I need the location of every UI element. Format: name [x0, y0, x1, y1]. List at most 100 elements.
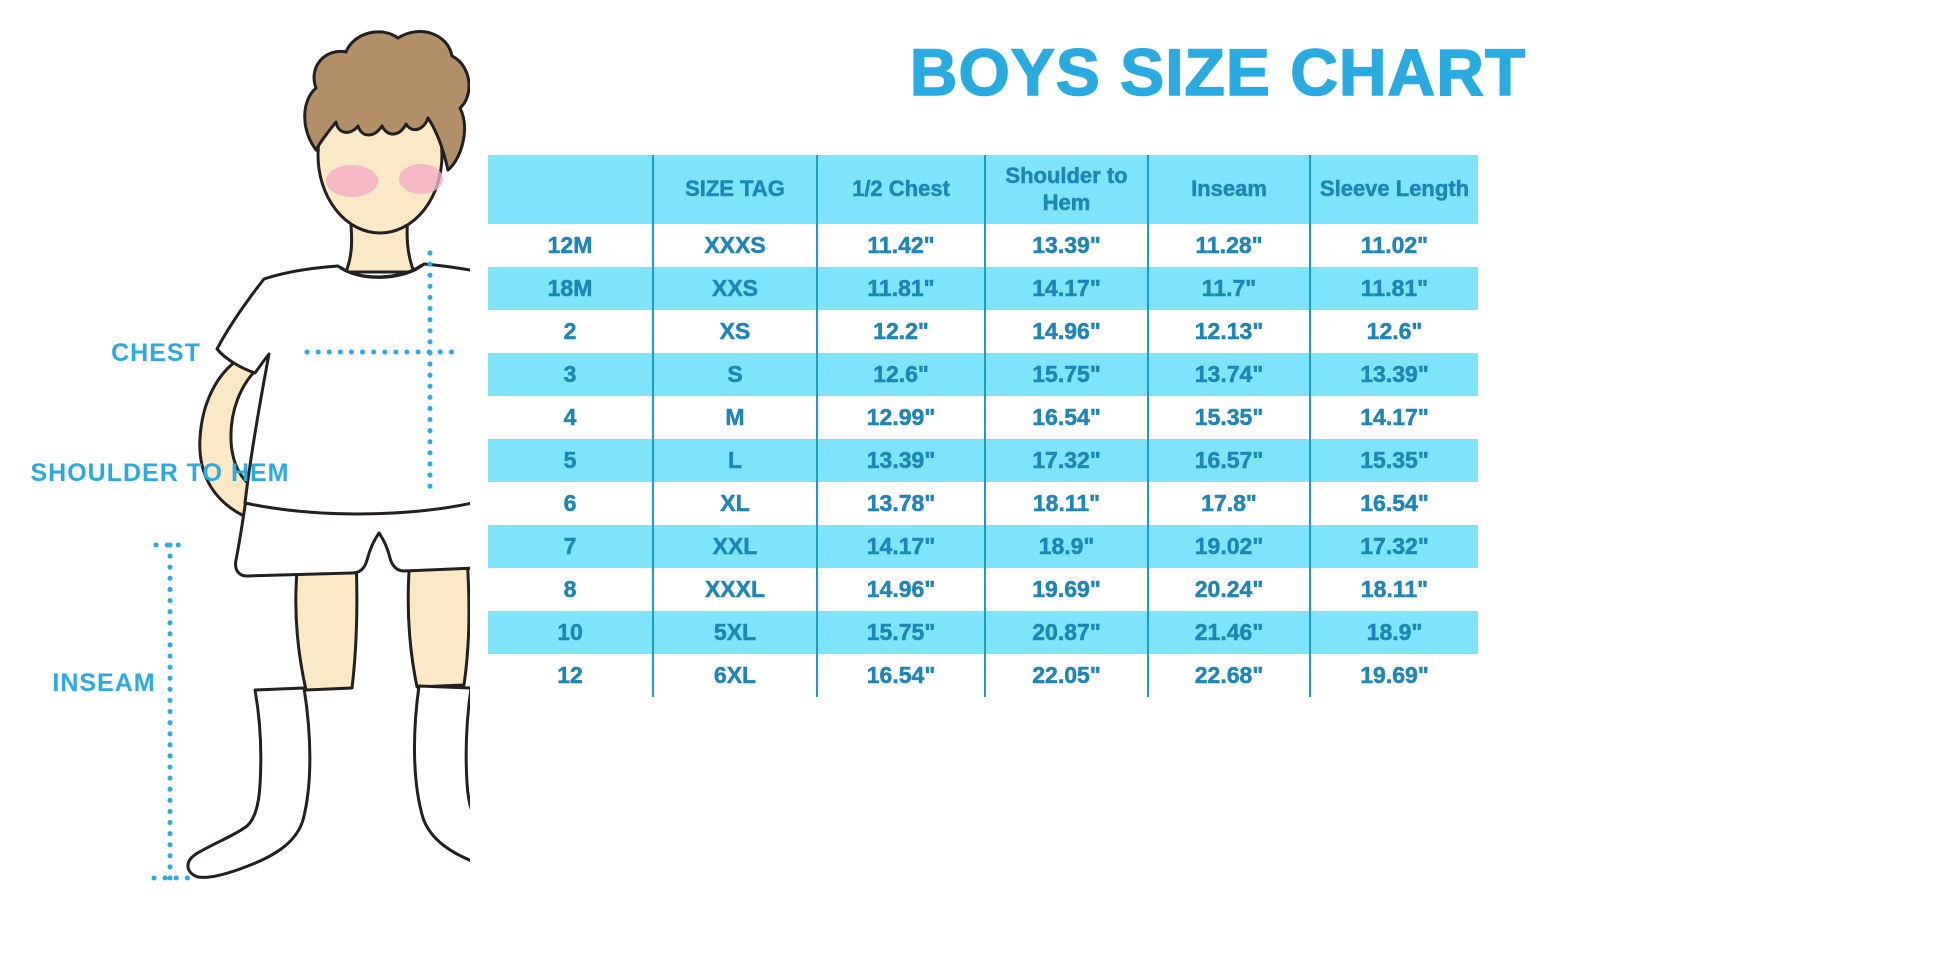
value-cell: 13.39" — [1309, 353, 1478, 396]
size-cell: 8 — [563, 576, 577, 603]
value-cell: 15.35" — [1147, 396, 1310, 439]
value-cell: 12.99" — [816, 396, 985, 439]
table-row: 6 XL 13.78" 18.11" 17.8" 16.54" — [488, 482, 1478, 525]
value-cell: 14.17" — [816, 525, 985, 568]
value-cell: 16.54" — [1309, 482, 1478, 525]
value-cell: 15.75" — [816, 611, 985, 654]
size-cell: 10 — [557, 619, 583, 646]
table-row: 12 6XL 16.54" 22.05" 22.68" 19.69" — [488, 654, 1478, 697]
value-cell: 19.69" — [1309, 654, 1478, 697]
value-cell: 12.6" — [816, 353, 985, 396]
inseam-label: INSEAM — [52, 669, 155, 697]
value-cell: XS — [652, 310, 817, 353]
size-cell: 12M — [547, 232, 593, 259]
inseam-measure-line — [151, 542, 194, 881]
value-cell: L — [652, 439, 817, 482]
column-header: SIZE TAG — [652, 155, 817, 224]
value-cell: 22.68" — [1147, 654, 1310, 697]
t-shirt — [215, 262, 470, 516]
left-sock — [186, 686, 312, 879]
value-cell: 17.32" — [984, 439, 1148, 482]
value-cell: XXS — [652, 267, 817, 310]
column-header: 1/2 Chest — [816, 155, 985, 224]
column-header: Inseam — [1147, 155, 1310, 224]
table-row: 18M XXS 11.81" 14.17" 11.7" 11.81" — [488, 267, 1478, 310]
size-cell: 4 — [563, 404, 577, 431]
value-cell: XXL — [652, 525, 817, 568]
value-cell: 18.11" — [984, 482, 1148, 525]
value-cell: 17.8" — [1147, 482, 1310, 525]
value-cell: 15.35" — [1309, 439, 1478, 482]
table-row: 2 XS 12.2" 14.96" 12.13" 12.6" — [488, 310, 1478, 353]
table-row: 3 S 12.6" 15.75" 13.74" 13.39" — [488, 353, 1478, 396]
value-cell: 12.6" — [1309, 310, 1478, 353]
right-blush — [399, 164, 443, 194]
value-cell: 6XL — [652, 654, 817, 697]
size-cell: 12 — [557, 662, 583, 689]
value-cell: XXXL — [652, 568, 817, 611]
value-cell: 11.28" — [1147, 224, 1310, 267]
value-cell: 13.39" — [816, 439, 985, 482]
size-cell: 2 — [563, 318, 577, 345]
size-cell: 7 — [563, 533, 577, 560]
value-cell: 5XL — [652, 611, 817, 654]
column-header: Shoulder to Hem — [984, 155, 1148, 224]
value-cell: 12.2" — [816, 310, 985, 353]
page-title: BOYS SIZE CHART — [909, 34, 1527, 110]
value-cell: S — [652, 353, 817, 396]
value-cell: 16.57" — [1147, 439, 1310, 482]
value-cell: 20.87" — [984, 611, 1148, 654]
value-cell: 14.96" — [816, 568, 985, 611]
value-cell: 20.24" — [1147, 568, 1310, 611]
table-row: 10 5XL 15.75" 20.87" 21.46" 18.9" — [488, 611, 1478, 654]
value-cell: 14.17" — [1309, 396, 1478, 439]
value-cell: 13.74" — [1147, 353, 1310, 396]
value-cell: 11.02" — [1309, 224, 1478, 267]
column-header — [488, 155, 653, 224]
shoulder-to-hem-label: SHOULDER TO HEM — [31, 459, 290, 487]
table-row: 7 XXL 14.17" 18.9" 19.02" 17.32" — [488, 525, 1478, 568]
value-cell: 21.46" — [1147, 611, 1310, 654]
hair — [303, 30, 470, 172]
value-cell: 12.13" — [1147, 310, 1310, 353]
value-cell: 11.7" — [1147, 267, 1310, 310]
value-cell: 16.54" — [984, 396, 1148, 439]
value-cell: 14.17" — [984, 267, 1148, 310]
size-cell: 6 — [563, 490, 577, 517]
value-cell: 14.96" — [984, 310, 1148, 353]
value-cell: 15.75" — [984, 353, 1148, 396]
value-cell: 13.39" — [984, 224, 1148, 267]
table-row: 5 L 13.39" 17.32" 16.57" 15.35" — [488, 439, 1478, 482]
value-cell: XXXS — [652, 224, 817, 267]
value-cell: 11.81" — [1309, 267, 1478, 310]
value-cell: 19.02" — [1147, 525, 1310, 568]
left-leg — [294, 556, 359, 692]
value-cell: 16.54" — [816, 654, 985, 697]
size-table-head-row: SIZE TAG 1/2 Chest Shoulder to Hem Inseam Sl… — [488, 155, 1478, 224]
value-cell: 22.05" — [984, 654, 1148, 697]
table-row: 12M XXXS 11.42" 13.39" 11.28" 11.02" — [488, 224, 1478, 267]
size-table-body: 12M XXXS 11.42" 13.39" 11.28" 11.02" 18M XXS 11.… — [488, 224, 1478, 697]
value-cell: 17.32" — [1309, 525, 1478, 568]
table-row: 8 XXXL 14.96" 19.69" 20.24" 18.11" — [488, 568, 1478, 611]
size-cell: 3 — [563, 361, 577, 388]
size-cell: 18M — [547, 275, 593, 302]
right-sock — [412, 684, 470, 862]
value-cell: 18.9" — [1309, 611, 1478, 654]
collar-line — [339, 263, 423, 279]
value-cell: 18.11" — [1309, 568, 1478, 611]
chest-label: CHEST — [111, 339, 201, 367]
boy-measurement-illustration: CHEST SHOULDER TO HEM INSEAM — [31, 30, 470, 881]
right-leg — [406, 554, 470, 689]
value-cell: 11.42" — [816, 224, 985, 267]
left-blush — [326, 165, 378, 197]
value-cell: 13.78" — [816, 482, 985, 525]
value-cell: 11.81" — [816, 267, 985, 310]
size-cell: 5 — [563, 447, 577, 474]
table-row: 4 M 12.99" 16.54" 15.35" 14.17" — [488, 396, 1478, 439]
value-cell: 19.69" — [984, 568, 1148, 611]
value-cell: XL — [652, 482, 817, 525]
value-cell: 18.9" — [984, 525, 1148, 568]
column-header: Sleeve Length — [1309, 155, 1478, 224]
